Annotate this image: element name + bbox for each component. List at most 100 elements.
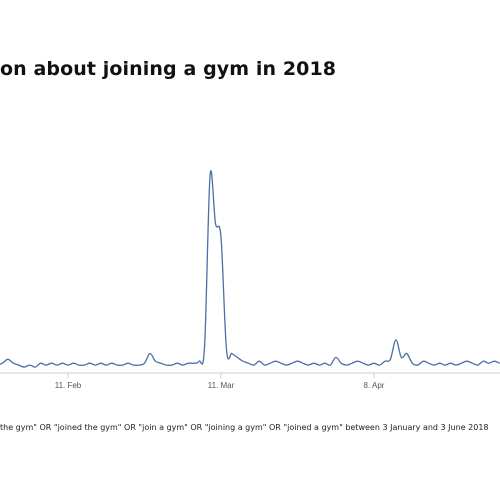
data-point [214, 222, 217, 225]
data-point [312, 362, 315, 365]
data-point [176, 362, 179, 365]
data-point [427, 362, 430, 365]
data-point [34, 366, 37, 369]
data-point [274, 360, 277, 363]
chart-footnote: the gym" OR "joined the gym" OR "join a … [0, 423, 489, 432]
data-point [405, 352, 408, 355]
data-point [389, 358, 392, 361]
data-point [356, 360, 359, 363]
data-point [296, 360, 299, 363]
data-point [181, 364, 184, 367]
chart-title: on about joining a gym in 2018 [0, 58, 337, 80]
data-point [149, 352, 152, 355]
data-point [323, 362, 326, 365]
data-point [99, 362, 102, 365]
data-point [132, 364, 135, 367]
data-point [39, 362, 42, 365]
data-point [449, 362, 452, 365]
data-point [17, 364, 20, 367]
series-points [0, 174, 500, 369]
data-point [170, 364, 173, 367]
data-point [482, 360, 485, 363]
data-point [1, 362, 4, 365]
data-point [318, 364, 321, 367]
data-point [110, 362, 113, 365]
x-tick-label: 11. Mar [208, 381, 235, 390]
data-point [383, 360, 386, 363]
data-point [105, 364, 108, 367]
data-point [422, 360, 425, 363]
data-point [362, 362, 365, 365]
data-point [476, 364, 479, 367]
data-point [143, 362, 146, 365]
data-point [116, 364, 119, 367]
data-point [400, 356, 403, 359]
data-point [56, 364, 59, 367]
data-point [23, 366, 26, 369]
data-point [493, 360, 496, 363]
data-point [77, 364, 80, 367]
data-point [50, 362, 53, 365]
data-point [209, 174, 212, 177]
data-point [138, 364, 141, 367]
data-point [159, 362, 162, 365]
data-point [252, 364, 255, 367]
data-point [28, 364, 31, 367]
data-point [247, 362, 250, 365]
data-point [165, 364, 168, 367]
data-point [302, 362, 305, 365]
data-point [83, 364, 86, 367]
data-point [334, 356, 337, 359]
data-point [198, 360, 201, 363]
data-point [230, 352, 233, 355]
data-point [373, 362, 376, 365]
x-tick-label: 11. Feb [55, 381, 82, 390]
data-point [433, 364, 436, 367]
data-point [340, 362, 343, 365]
data-point [394, 338, 397, 341]
data-point [438, 362, 441, 365]
data-point [465, 360, 468, 363]
data-point [416, 364, 419, 367]
data-point [269, 362, 272, 365]
x-tick-label: 8. Apr [364, 381, 385, 390]
data-point [285, 364, 288, 367]
data-point [127, 362, 130, 365]
data-point [291, 362, 294, 365]
data-point [487, 362, 490, 365]
data-point [192, 362, 195, 365]
data-point [263, 364, 266, 367]
data-point [258, 360, 261, 363]
data-point [345, 364, 348, 367]
data-point [471, 362, 474, 365]
data-point [280, 362, 283, 365]
data-point [241, 360, 244, 363]
data-point [121, 364, 124, 367]
data-point [12, 362, 15, 365]
data-point [460, 362, 463, 365]
data-point [351, 362, 354, 365]
data-point [329, 364, 332, 367]
data-point [307, 364, 310, 367]
data-point [67, 364, 70, 367]
data-point [225, 348, 228, 351]
data-point [61, 362, 64, 365]
data-point [187, 362, 190, 365]
data-point [154, 360, 157, 363]
data-point [94, 364, 97, 367]
data-point [45, 364, 48, 367]
data-point [411, 362, 414, 365]
line-chart: 11. Feb 11. Mar 8. Apr [0, 170, 500, 390]
data-point [88, 362, 91, 365]
data-point [367, 364, 370, 367]
data-point [378, 364, 381, 367]
series-line [0, 170, 500, 368]
x-axis-ticks: 11. Feb 11. Mar 8. Apr [55, 373, 385, 390]
data-point [444, 364, 447, 367]
data-point [72, 362, 75, 365]
data-point [455, 364, 458, 367]
data-point [236, 356, 239, 359]
data-point [203, 344, 206, 347]
data-point [6, 358, 9, 361]
data-point [220, 236, 223, 239]
